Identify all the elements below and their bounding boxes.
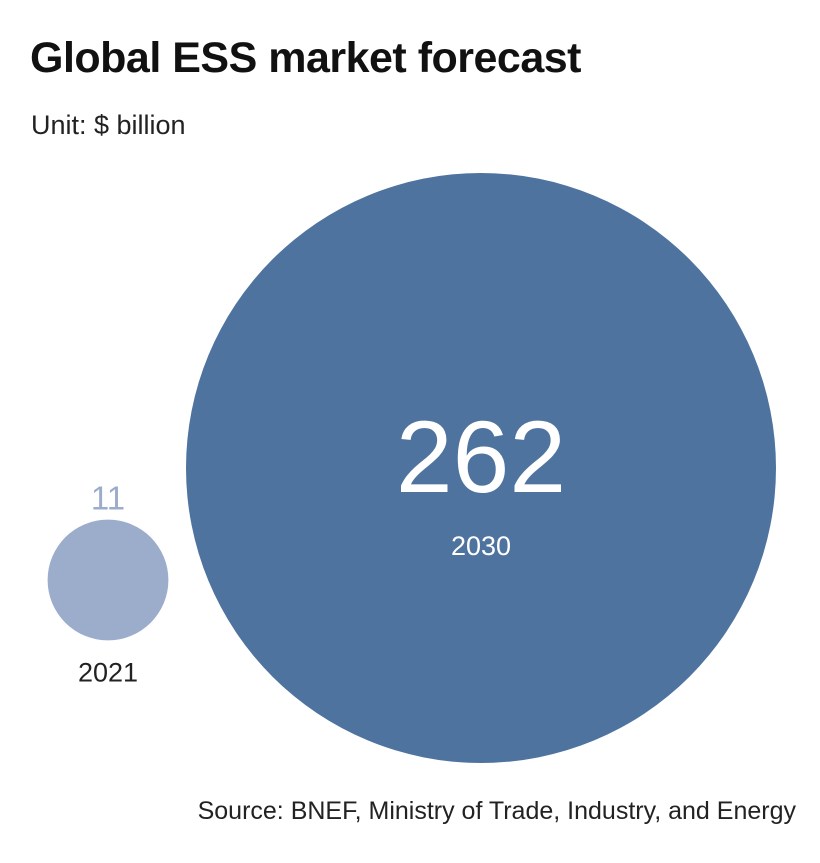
chart-title: Global ESS market forecast (30, 34, 582, 82)
year-label-2021: 2021 (78, 657, 138, 687)
unit-subtitle: Unit: $ billion (31, 110, 186, 140)
source-note: Source: BNEF, Ministry of Trade, Industr… (197, 797, 796, 825)
year-label-2030: 2030 (451, 531, 511, 561)
value-label-2030: 262 (396, 400, 566, 514)
bubble-2030 (186, 173, 776, 763)
bubble-2021 (47, 519, 169, 641)
value-label-2021: 11 (91, 480, 125, 517)
